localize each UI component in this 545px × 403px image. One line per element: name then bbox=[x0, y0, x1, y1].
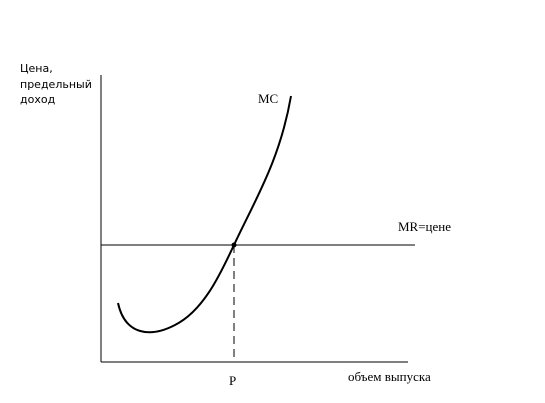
y-axis-label: предельный bbox=[20, 78, 92, 91]
mc-curve bbox=[117, 95, 292, 334]
mc-label: MC bbox=[258, 91, 278, 106]
x-axis-label: объем выпуска bbox=[348, 369, 431, 384]
y-axis-label: доход bbox=[20, 93, 56, 106]
y-axis-label: Цена, bbox=[20, 62, 53, 75]
point-label: P bbox=[229, 373, 236, 388]
mr-label: MR=цене bbox=[398, 219, 451, 234]
equilibrium-point bbox=[231, 242, 237, 248]
